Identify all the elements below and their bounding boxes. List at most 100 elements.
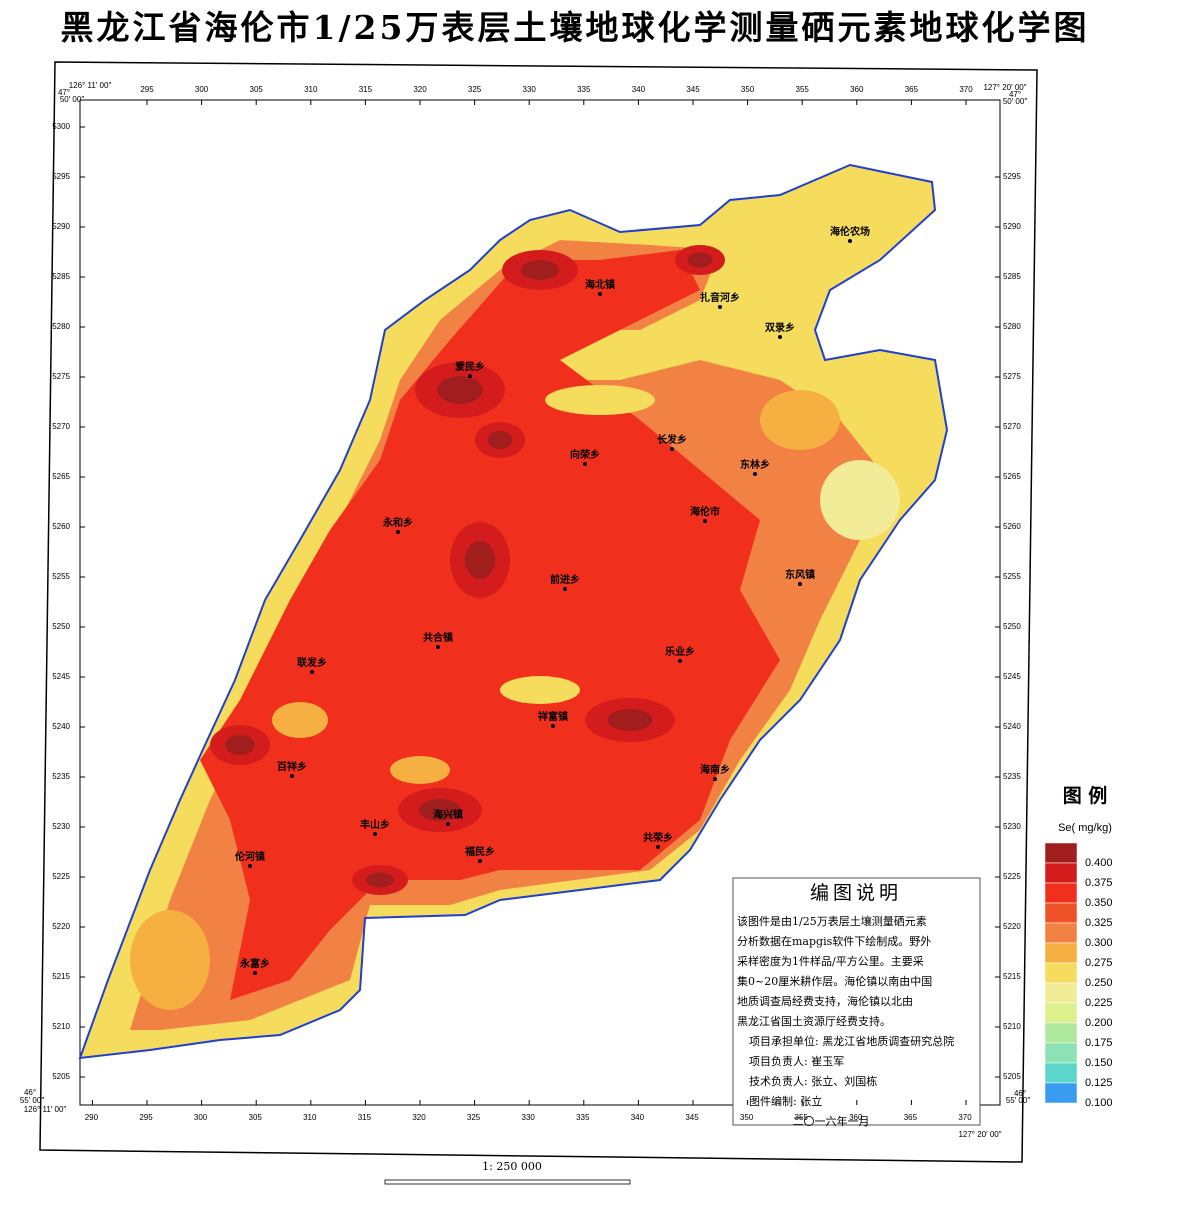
x-tick-label: 325 xyxy=(468,85,482,94)
y-tick-label: 5265 xyxy=(52,472,70,481)
y-tick-label: 5205 xyxy=(1003,1072,1021,1081)
x-tick-label: 345 xyxy=(685,1113,699,1122)
y-tick-label: 5270 xyxy=(52,422,70,431)
corner-coordinate: 50′ 00″ xyxy=(60,95,85,104)
legend-label: 0.125 xyxy=(1085,1077,1113,1089)
town-point xyxy=(373,832,377,836)
town-point xyxy=(290,774,294,778)
x-tick-label: 365 xyxy=(904,1113,918,1122)
town-label: 乐业乡 xyxy=(665,645,695,658)
legend-label: 0.300 xyxy=(1085,937,1113,949)
x-tick-label: 360 xyxy=(849,1113,863,1122)
scale-text: 1: 250 000 xyxy=(482,1160,542,1173)
y-tick-label: 5280 xyxy=(52,322,70,331)
note-line: 项目负责人: 崔玉军 xyxy=(749,1054,844,1068)
corner-coordinate: 126° 11′ 00″ xyxy=(24,1105,67,1114)
corner-coordinate: 55′ 00″ xyxy=(20,1096,45,1105)
town-point xyxy=(713,777,717,781)
town-point xyxy=(778,335,782,339)
x-tick-label: 320 xyxy=(413,85,427,94)
contour-patch xyxy=(687,252,713,268)
town-point xyxy=(718,305,722,309)
y-tick-label: 5290 xyxy=(1003,222,1021,231)
legend-swatch xyxy=(1044,1062,1078,1084)
legend-label: 0.100 xyxy=(1085,1097,1113,1109)
legend-label: 0.225 xyxy=(1085,997,1113,1009)
town-point xyxy=(253,971,257,975)
y-tick-label: 5250 xyxy=(1003,622,1021,631)
y-tick-label: 5225 xyxy=(1003,872,1021,881)
note-box xyxy=(732,877,981,1126)
note-title: 编图说明 xyxy=(810,882,902,904)
x-tick-label: 335 xyxy=(576,1113,590,1122)
town-label: 共合镇 xyxy=(423,631,453,644)
note-line: 黑龙江省国土资源厅经费支持。 xyxy=(737,1014,891,1028)
y-tick-label: 5215 xyxy=(1003,972,1021,981)
legend-swatch xyxy=(1044,942,1078,964)
legend-swatch xyxy=(1044,882,1078,904)
town-label: 共荣乡 xyxy=(643,831,673,844)
note-line: 技术负责人: 张立、刘国栋 xyxy=(749,1074,877,1088)
town-label: 前进乡 xyxy=(550,573,580,586)
contour-patch xyxy=(465,541,495,579)
y-tick-label: 5245 xyxy=(52,672,70,681)
corner-coordinate: 126° 11′ 00″ xyxy=(69,81,112,90)
contour-patch xyxy=(272,702,328,738)
y-tick-label: 5245 xyxy=(1003,672,1021,681)
town-label: 双录乡 xyxy=(765,321,795,334)
y-tick-label: 5235 xyxy=(1003,772,1021,781)
y-tick-label: 5205 xyxy=(52,1072,70,1081)
y-tick-label: 5275 xyxy=(52,372,70,381)
y-tick-label: 5275 xyxy=(1003,372,1021,381)
y-tick-label: 5230 xyxy=(1003,822,1021,831)
town-label: 百祥乡 xyxy=(277,760,307,773)
y-tick-label: 5295 xyxy=(52,172,70,181)
y-tick-label: 5255 xyxy=(52,572,70,581)
note-line: 项目承担单位: 黑龙江省地质调查研究总院 xyxy=(749,1034,954,1048)
corner-coordinate: 47° xyxy=(58,88,70,97)
note-line: 地质调查局经费支持，海伦镇以北由 xyxy=(737,994,913,1008)
x-tick-label: 335 xyxy=(577,85,591,94)
legend-swatch xyxy=(1044,962,1078,984)
town-point xyxy=(468,374,472,378)
x-tick-label: 325 xyxy=(467,1113,481,1122)
contour-patch xyxy=(487,431,513,449)
legend-unit: Se( mg/kg) xyxy=(1058,822,1112,834)
y-tick-label: 5220 xyxy=(1003,922,1021,931)
legend-label: 0.150 xyxy=(1085,1057,1113,1069)
x-tick-label: 295 xyxy=(139,1113,153,1122)
y-tick-label: 5260 xyxy=(1003,522,1021,531)
x-tick-label: 305 xyxy=(249,1113,263,1122)
town-point xyxy=(563,587,567,591)
legend-swatch xyxy=(1044,922,1078,944)
town-point xyxy=(703,519,707,523)
town-point xyxy=(248,864,252,868)
x-tick-label: 350 xyxy=(741,85,755,94)
town-point xyxy=(583,462,587,466)
legend-label: 0.200 xyxy=(1085,1017,1113,1029)
legend-title: 图 例 xyxy=(1063,784,1108,807)
x-tick-label: 300 xyxy=(195,85,209,94)
corner-coordinate: 46° xyxy=(1014,1089,1026,1098)
legend-swatch xyxy=(1044,862,1078,884)
y-tick-label: 5270 xyxy=(1003,422,1021,431)
town-point xyxy=(798,582,802,586)
corner-coordinate: 127° 20′ 00″ xyxy=(983,83,1026,92)
town-label: 海南乡 xyxy=(700,763,730,776)
town-label: 福民乡 xyxy=(464,845,495,858)
legend-label: 0.375 xyxy=(1085,877,1113,889)
town-label: 永和乡 xyxy=(382,516,413,529)
town-label: 爱民乡 xyxy=(455,360,485,373)
contour-patch xyxy=(366,872,394,888)
town-point xyxy=(436,645,440,649)
contour-patch xyxy=(225,735,255,755)
note-line: 分析数据在mapgis软件下绘制成。野外 xyxy=(737,934,931,948)
y-tick-label: 5295 xyxy=(1003,172,1021,181)
legend-swatch xyxy=(1044,902,1078,924)
y-tick-label: 5230 xyxy=(52,822,70,831)
y-tick-label: 5210 xyxy=(52,1022,70,1031)
x-tick-label: 330 xyxy=(522,1113,536,1122)
x-tick-label: 365 xyxy=(905,85,919,94)
y-tick-label: 5250 xyxy=(52,622,70,631)
y-tick-label: 5255 xyxy=(1003,572,1021,581)
